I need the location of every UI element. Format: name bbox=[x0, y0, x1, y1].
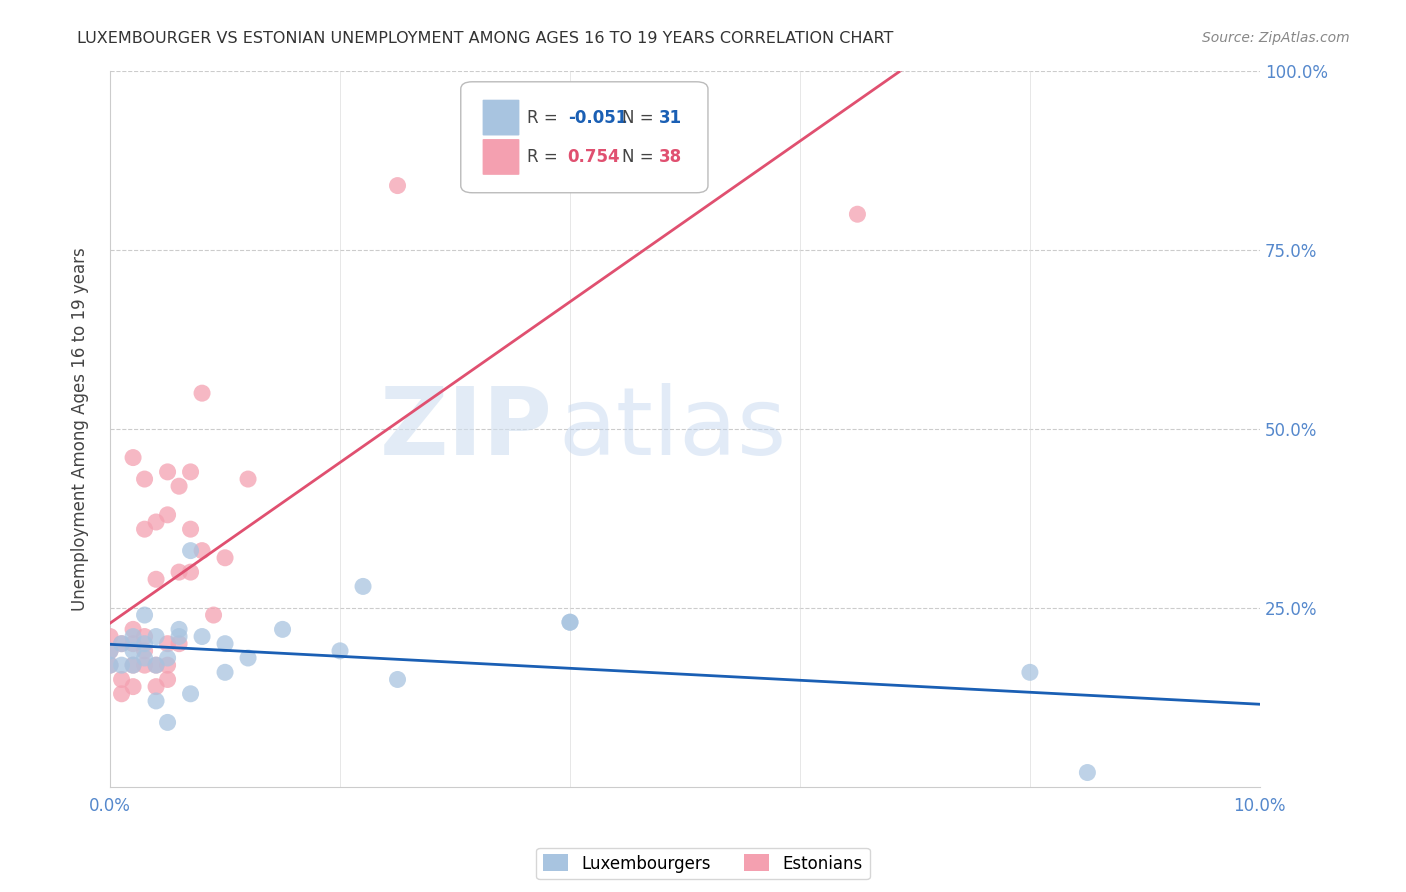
Point bbox=[167, 630, 190, 644]
Point bbox=[846, 207, 869, 221]
Point bbox=[558, 615, 581, 630]
Point bbox=[98, 644, 121, 658]
Point bbox=[110, 637, 132, 651]
Point bbox=[352, 579, 374, 593]
Point bbox=[134, 637, 156, 651]
Point bbox=[145, 515, 167, 529]
Point bbox=[236, 651, 259, 665]
Point bbox=[134, 522, 156, 536]
Point bbox=[134, 644, 156, 658]
Point bbox=[122, 450, 145, 465]
Point bbox=[191, 630, 214, 644]
Point bbox=[122, 658, 145, 673]
Point bbox=[156, 508, 179, 522]
Point bbox=[156, 715, 179, 730]
Point bbox=[214, 550, 236, 565]
Y-axis label: Unemployment Among Ages 16 to 19 years: Unemployment Among Ages 16 to 19 years bbox=[72, 247, 89, 611]
Point bbox=[122, 637, 145, 651]
Point bbox=[1019, 665, 1042, 680]
Text: 0.754: 0.754 bbox=[568, 148, 620, 166]
Text: N =: N = bbox=[621, 148, 654, 166]
Point bbox=[110, 658, 132, 673]
Point bbox=[167, 565, 190, 579]
Point bbox=[156, 637, 179, 651]
Point bbox=[122, 658, 145, 673]
Text: LUXEMBOURGER VS ESTONIAN UNEMPLOYMENT AMONG AGES 16 TO 19 YEARS CORRELATION CHAR: LUXEMBOURGER VS ESTONIAN UNEMPLOYMENT AM… bbox=[77, 31, 894, 46]
Legend: Luxembourgers, Estonians: Luxembourgers, Estonians bbox=[537, 847, 869, 880]
Point bbox=[271, 623, 294, 637]
FancyBboxPatch shape bbox=[482, 100, 519, 136]
Point bbox=[122, 680, 145, 694]
FancyBboxPatch shape bbox=[461, 82, 709, 193]
Point bbox=[134, 651, 156, 665]
Text: N =: N = bbox=[621, 109, 654, 127]
Point bbox=[110, 673, 132, 687]
Point bbox=[558, 615, 581, 630]
Point bbox=[191, 386, 214, 401]
Text: 38: 38 bbox=[658, 148, 682, 166]
Point bbox=[145, 680, 167, 694]
Text: R =: R = bbox=[527, 109, 558, 127]
Point bbox=[122, 630, 145, 644]
Point bbox=[98, 630, 121, 644]
Point bbox=[236, 472, 259, 486]
Point bbox=[1076, 765, 1098, 780]
Text: Source: ZipAtlas.com: Source: ZipAtlas.com bbox=[1202, 31, 1350, 45]
Point bbox=[214, 665, 236, 680]
Point bbox=[387, 178, 409, 193]
FancyBboxPatch shape bbox=[482, 139, 519, 175]
Text: atlas: atlas bbox=[558, 383, 787, 475]
Point bbox=[134, 472, 156, 486]
Point bbox=[329, 644, 352, 658]
Point bbox=[98, 658, 121, 673]
Text: ZIP: ZIP bbox=[380, 383, 553, 475]
Point bbox=[122, 623, 145, 637]
Point bbox=[180, 543, 202, 558]
Point bbox=[180, 465, 202, 479]
Point bbox=[98, 644, 121, 658]
Point bbox=[122, 644, 145, 658]
Point bbox=[387, 673, 409, 687]
Point bbox=[98, 658, 121, 673]
Point bbox=[134, 608, 156, 623]
Point bbox=[110, 687, 132, 701]
Point bbox=[134, 630, 156, 644]
Point bbox=[156, 465, 179, 479]
Point bbox=[191, 543, 214, 558]
Point bbox=[202, 608, 225, 623]
Point bbox=[110, 637, 132, 651]
Point bbox=[214, 637, 236, 651]
Point bbox=[156, 658, 179, 673]
Point bbox=[180, 565, 202, 579]
Text: R =: R = bbox=[527, 148, 558, 166]
Point bbox=[167, 479, 190, 493]
Point bbox=[145, 658, 167, 673]
Point bbox=[145, 694, 167, 708]
Point bbox=[156, 673, 179, 687]
Point bbox=[180, 687, 202, 701]
Point bbox=[167, 637, 190, 651]
Point bbox=[145, 658, 167, 673]
Point bbox=[145, 572, 167, 586]
Point bbox=[180, 522, 202, 536]
Point bbox=[145, 630, 167, 644]
Point bbox=[167, 623, 190, 637]
Text: 31: 31 bbox=[658, 109, 682, 127]
Text: -0.051: -0.051 bbox=[568, 109, 627, 127]
Point bbox=[134, 658, 156, 673]
Point bbox=[156, 651, 179, 665]
